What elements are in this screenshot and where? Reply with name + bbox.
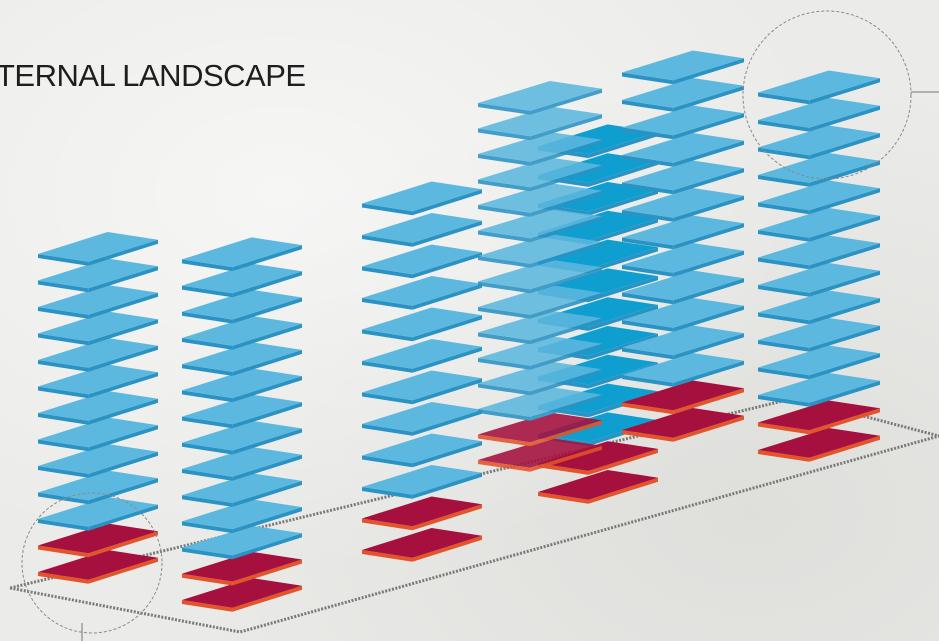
floor-slab	[758, 263, 880, 297]
floor-slab	[182, 420, 302, 455]
floor-slab	[38, 497, 158, 531]
base-floor-slab	[182, 578, 302, 612]
floor-slab	[758, 125, 880, 160]
base-floor-slab	[538, 470, 658, 504]
floor-slab	[182, 525, 302, 560]
floor-slab	[38, 285, 158, 319]
floor-slab	[182, 368, 302, 403]
towers	[38, 50, 880, 612]
floor-slab	[182, 473, 302, 507]
tower-1	[38, 232, 158, 584]
floor-slab	[478, 106, 602, 141]
floor-slab	[362, 213, 482, 247]
base-floor-slab	[362, 496, 482, 531]
floor-slab	[478, 132, 602, 166]
floor-slab	[478, 387, 602, 421]
floor-slab	[182, 447, 302, 481]
tower-2	[182, 237, 302, 612]
floor-slab	[622, 105, 744, 140]
floor-slab	[182, 237, 302, 272]
floor-slab	[478, 361, 602, 396]
base-floor-slab	[182, 551, 302, 586]
diagram-title: TERNAL LANDSCAPE	[0, 58, 306, 93]
floor-slab	[362, 276, 482, 310]
floor-slab	[622, 78, 744, 112]
floor-slab	[478, 259, 602, 294]
floor-slab	[478, 285, 602, 319]
callout-circle-top	[742, 10, 912, 180]
floor-slab	[758, 70, 880, 105]
floor-slab	[758, 180, 880, 215]
floor-slab	[182, 342, 302, 376]
base-floor-slab	[478, 438, 602, 472]
callout-circle-bottom	[21, 492, 163, 634]
floor-slab	[38, 417, 158, 452]
floor-slab	[622, 50, 744, 85]
floor-slab	[478, 81, 602, 115]
floor-slab	[38, 470, 158, 505]
floor-slab	[362, 465, 482, 499]
floor-slab	[622, 298, 744, 332]
floor-slab	[38, 311, 158, 346]
site-outline	[9, 396, 939, 634]
floor-slab	[362, 370, 482, 405]
floor-slab	[622, 243, 744, 277]
floor-slab	[38, 338, 158, 372]
floor-slab	[362, 339, 482, 373]
floor-slab	[622, 270, 744, 305]
base-floor-slab	[38, 523, 158, 558]
floor-slab	[758, 345, 880, 380]
base-floor-slab	[538, 441, 658, 475]
floor-slab	[758, 208, 880, 242]
floor-slab	[622, 325, 744, 360]
base-floor-slab	[758, 428, 880, 462]
base-floor-slab	[622, 380, 744, 415]
floor-slab	[38, 364, 158, 399]
floor-slab	[182, 263, 302, 298]
floor-slab	[478, 208, 602, 243]
floor-slab	[38, 444, 158, 478]
floor-slab	[478, 234, 602, 268]
floor-slab	[622, 160, 744, 195]
floor-slab	[362, 433, 482, 468]
tower-6	[622, 50, 744, 442]
floor-slab	[182, 499, 302, 534]
base-floor-slab	[622, 408, 744, 442]
floor-slab	[478, 157, 602, 192]
floor-slab	[362, 307, 482, 342]
floor-slab	[478, 310, 602, 345]
floor-slab	[758, 98, 880, 132]
floor-slab	[758, 318, 880, 352]
base-floor-slab	[758, 400, 880, 435]
floor-slab	[758, 153, 880, 187]
floor-slab	[478, 183, 602, 217]
callouts	[21, 10, 939, 641]
base-floor-slab	[478, 412, 602, 447]
floor-slab	[478, 336, 602, 370]
floor-slab	[182, 316, 302, 350]
floor-slab	[362, 244, 482, 279]
tower-7	[758, 70, 880, 462]
floor-slab	[38, 232, 158, 266]
floor-slab	[362, 402, 482, 436]
floor-slab	[758, 373, 880, 407]
floor-slab	[362, 181, 482, 216]
floor-slab	[622, 188, 744, 222]
tower-4	[478, 81, 602, 472]
floor-slab	[622, 215, 744, 250]
floor-slab	[182, 394, 302, 429]
tower-3	[362, 181, 482, 562]
floor-slab	[38, 391, 158, 425]
base-floor-slab	[362, 528, 482, 562]
floor-slab	[182, 289, 302, 324]
base-floor-slab	[38, 550, 158, 584]
floor-slab	[622, 353, 744, 387]
floor-slab	[758, 290, 880, 325]
floor-slab	[38, 258, 158, 293]
floor-slab	[758, 235, 880, 270]
floor-slab	[622, 133, 744, 167]
